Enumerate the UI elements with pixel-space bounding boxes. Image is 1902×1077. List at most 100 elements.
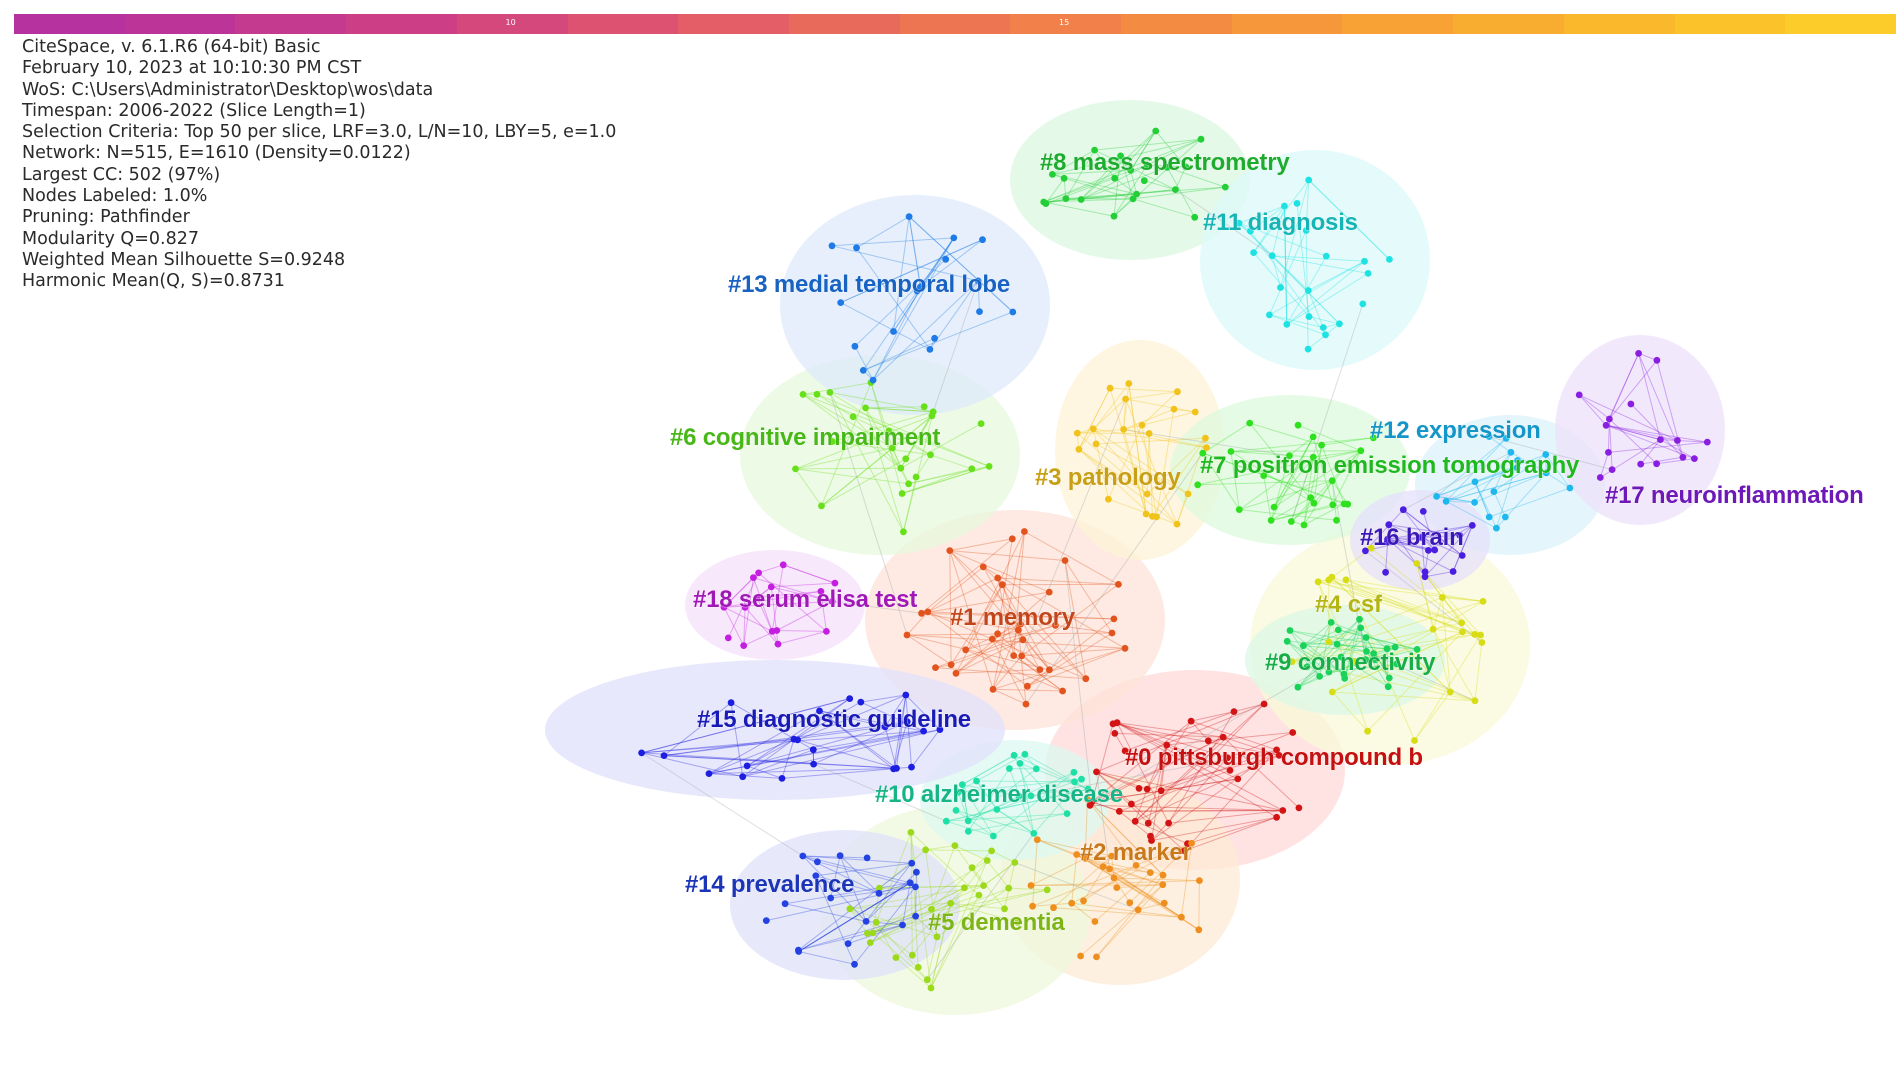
network-node[interactable] xyxy=(1184,490,1192,498)
network-node[interactable] xyxy=(1267,517,1275,524)
cluster-label[interactable]: #16 brain xyxy=(1360,524,1464,552)
network-node[interactable] xyxy=(1370,650,1377,657)
network-node[interactable] xyxy=(1602,421,1610,429)
network-node[interactable] xyxy=(1477,631,1484,639)
network-node[interactable] xyxy=(846,905,854,913)
network-node[interactable] xyxy=(1125,380,1133,387)
network-node[interactable] xyxy=(914,963,922,971)
network-node[interactable] xyxy=(1289,729,1297,736)
network-node[interactable] xyxy=(1319,324,1327,331)
network-node[interactable] xyxy=(1318,441,1325,449)
network-node[interactable] xyxy=(1234,775,1242,783)
network-node[interactable] xyxy=(892,954,900,961)
network-node[interactable] xyxy=(1010,751,1018,759)
network-node[interactable] xyxy=(928,412,936,420)
network-node[interactable] xyxy=(903,718,911,726)
network-node[interactable] xyxy=(1350,658,1358,665)
network-node[interactable] xyxy=(1333,640,1341,648)
network-node[interactable] xyxy=(1027,882,1035,889)
network-node[interactable] xyxy=(1049,171,1056,178)
network-node[interactable] xyxy=(818,502,825,510)
network-node[interactable] xyxy=(1458,552,1466,559)
network-node[interactable] xyxy=(897,464,905,472)
network-node[interactable] xyxy=(1021,750,1029,758)
network-node[interactable] xyxy=(912,912,919,920)
network-node[interactable] xyxy=(1006,765,1013,772)
network-node[interactable] xyxy=(1159,871,1167,879)
network-node[interactable] xyxy=(1113,884,1121,891)
network-node[interactable] xyxy=(1456,532,1464,539)
network-node[interactable] xyxy=(1132,862,1140,869)
network-node[interactable] xyxy=(857,698,865,706)
network-node[interactable] xyxy=(1270,503,1278,511)
network-node[interactable] xyxy=(961,884,968,892)
network-node[interactable] xyxy=(851,960,858,968)
network-node[interactable] xyxy=(1009,308,1017,316)
network-node[interactable] xyxy=(1128,800,1135,808)
network-node[interactable] xyxy=(1108,852,1115,860)
network-node[interactable] xyxy=(809,746,817,754)
network-node[interactable] xyxy=(1362,547,1369,555)
network-node[interactable] xyxy=(1080,897,1087,905)
cluster-label[interactable]: #18 serum elisa test xyxy=(693,586,918,614)
network-node[interactable] xyxy=(1566,484,1574,492)
network-node[interactable] xyxy=(869,376,877,384)
network-node[interactable] xyxy=(1113,719,1121,727)
network-node[interactable] xyxy=(862,918,870,925)
network-node[interactable] xyxy=(1191,213,1199,221)
network-node[interactable] xyxy=(1015,626,1022,634)
network-node[interactable] xyxy=(1277,284,1284,291)
network-node[interactable] xyxy=(1359,300,1367,308)
network-node[interactable] xyxy=(908,763,915,771)
network-node[interactable] xyxy=(1337,653,1345,661)
network-node[interactable] xyxy=(1045,588,1053,596)
network-node[interactable] xyxy=(1042,200,1050,208)
network-node[interactable] xyxy=(1061,557,1069,564)
network-node[interactable] xyxy=(779,561,787,569)
network-node[interactable] xyxy=(846,695,854,702)
network-node[interactable] xyxy=(1703,438,1711,446)
network-node[interactable] xyxy=(933,933,941,941)
network-node[interactable] xyxy=(962,646,970,654)
network-node[interactable] xyxy=(906,879,914,887)
network-node[interactable] xyxy=(1120,426,1127,433)
network-node[interactable] xyxy=(920,727,927,735)
network-node[interactable] xyxy=(1134,906,1142,914)
network-node[interactable] xyxy=(1033,836,1041,844)
network-node[interactable] xyxy=(1391,643,1399,651)
network-node[interactable] xyxy=(1008,535,1016,543)
network-node[interactable] xyxy=(1178,913,1185,921)
network-node[interactable] xyxy=(1653,356,1661,364)
network-node[interactable] xyxy=(1084,785,1092,793)
network-node[interactable] xyxy=(849,413,857,421)
network-node[interactable] xyxy=(1027,792,1035,800)
network-node[interactable] xyxy=(1459,628,1466,636)
network-node[interactable] xyxy=(1019,636,1027,644)
network-node[interactable] xyxy=(985,463,993,470)
network-node[interactable] xyxy=(1029,902,1036,910)
network-node[interactable] xyxy=(1300,642,1307,650)
network-node[interactable] xyxy=(913,868,920,876)
network-node[interactable] xyxy=(1357,447,1365,455)
network-node[interactable] xyxy=(853,244,860,252)
network-node[interactable] xyxy=(1336,320,1343,328)
network-node[interactable] xyxy=(924,608,932,616)
network-node[interactable] xyxy=(799,852,807,860)
network-node[interactable] xyxy=(1657,436,1664,443)
network-node[interactable] xyxy=(1425,547,1432,554)
network-node[interactable] xyxy=(1281,202,1288,210)
cluster-label[interactable]: #10 alzheimer disease xyxy=(875,781,1124,809)
network-node[interactable] xyxy=(813,390,821,398)
network-node[interactable] xyxy=(1144,819,1152,827)
network-node[interactable] xyxy=(1514,457,1521,464)
network-node[interactable] xyxy=(773,627,781,634)
network-node[interactable] xyxy=(1268,252,1276,260)
network-node[interactable] xyxy=(1182,163,1190,171)
network-node[interactable] xyxy=(1180,847,1188,855)
network-node[interactable] xyxy=(1370,434,1377,442)
network-node[interactable] xyxy=(1219,733,1227,741)
network-node[interactable] xyxy=(903,631,911,639)
cluster-label[interactable]: #15 diagnostic guideline xyxy=(697,706,972,734)
network-node[interactable] xyxy=(1246,419,1254,427)
